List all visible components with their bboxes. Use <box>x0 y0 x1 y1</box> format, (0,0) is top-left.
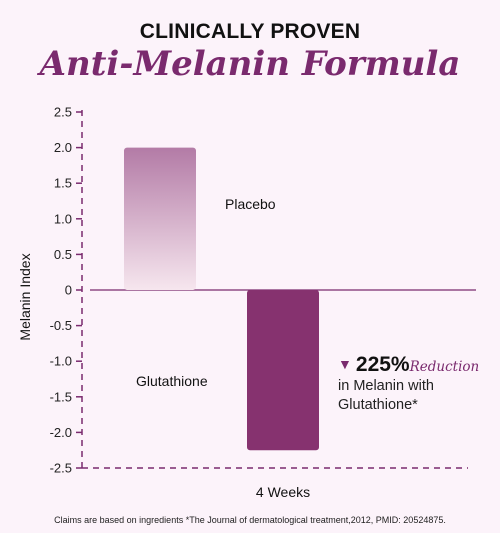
y-tick-label: 1.0 <box>54 211 72 226</box>
y-tick-label: 0.5 <box>54 247 72 262</box>
y-tick-label: 0 <box>65 283 72 298</box>
x-axis-title: 4 Weeks <box>256 484 310 500</box>
callout-reduction: Reduction <box>409 359 480 375</box>
y-tick-label: -1.5 <box>50 389 72 404</box>
y-tick-label: 2.5 <box>54 105 72 120</box>
y-tick-label: 1.5 <box>54 176 72 191</box>
y-tick-label: -0.5 <box>50 318 72 333</box>
callout-line-2: in Melanin with <box>338 378 434 394</box>
bar-glutathione <box>247 290 319 451</box>
y-tick-label: -2.5 <box>50 461 72 476</box>
y-tick-label: -1.0 <box>50 354 72 369</box>
bar-placebo <box>124 147 196 290</box>
footnote: Claims are based on ingredients *The Jou… <box>54 515 446 525</box>
callout-percent: 225% <box>355 353 410 376</box>
heading-formula-title: Anti-Melanin Formula <box>39 44 461 84</box>
callout-line-3: Glutathione* <box>338 397 418 413</box>
y-tick-label: -2.0 <box>50 425 72 440</box>
y-axis-title: Melanin Index <box>17 253 33 340</box>
y-tick-label: 2.0 <box>54 140 72 155</box>
heading-clinically-proven: CLINICALLY PROVEN <box>139 20 361 43</box>
y-axis-ticks: 2.5 2.0 1.5 1.0 0.5 0 -0.5 -1.0 -1.5 -2.0 -2.5 <box>50 105 82 476</box>
bar-label-placebo: Placebo <box>225 196 276 212</box>
bar-label-glutathione: Glutathione <box>136 373 208 389</box>
bars-group: Placebo Glutathione <box>124 147 319 451</box>
reduction-callout: ▼ 225%Reduction in Melanin with Glutathi… <box>338 353 498 415</box>
down-triangle-icon: ▼ <box>338 356 352 372</box>
